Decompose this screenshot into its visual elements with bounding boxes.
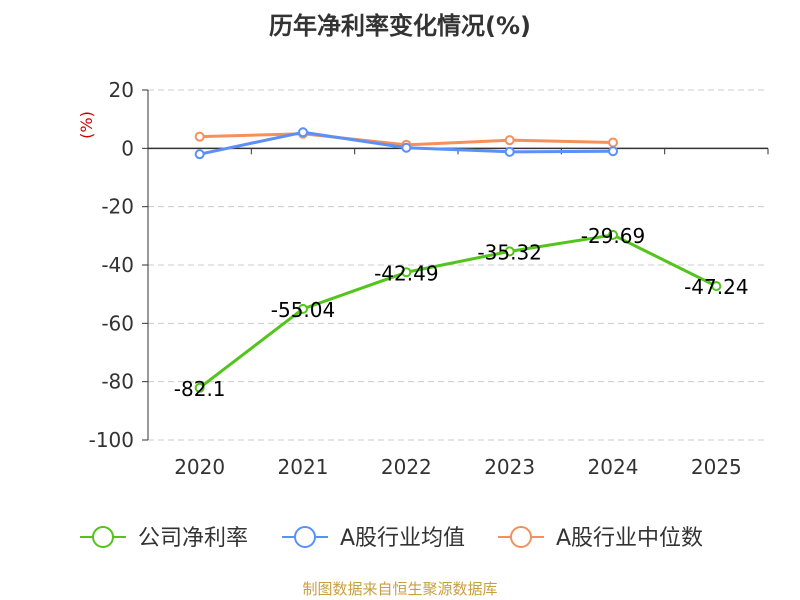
x-tick-label: 2023 [484,455,535,479]
data-label: -47.24 [684,275,748,299]
data-labels: -82.1 -55.04 -42.49 -35.32 -29.69 -47.24 [174,224,749,401]
data-label: -35.32 [477,240,541,264]
data-point [194,131,205,142]
data-point [401,267,412,278]
data-point [608,137,618,148]
data-point [401,142,412,153]
data-point [194,382,205,393]
data-label: -82.1 [174,377,226,401]
data-point [298,127,308,138]
chart-title: 历年净利率变化情况(%) [269,12,531,40]
series-line [198,233,717,389]
x-tick-label: 2025 [691,455,742,479]
data-label: -42.49 [374,261,438,285]
data-point [504,135,515,146]
x-tick-label: 2024 [588,455,639,479]
data-point [608,229,618,240]
data-point [194,149,205,160]
y-tick-label: 20 [109,78,134,102]
y-tick-label: 0 [121,136,134,160]
legend-marker [510,526,532,548]
legend-marker [92,526,114,548]
data-point [504,246,515,257]
data-point [608,146,618,157]
data-label: -29.69 [581,224,645,248]
data-point [711,281,722,292]
y-tick-label: -80 [101,370,134,394]
data-point [298,303,308,314]
x-tick-label: 2021 [278,455,329,479]
legend-marker [294,526,316,548]
legend-label: 公司净利率 [138,526,248,551]
axes: 20 0 -20 -40 -60 -80 -100 2020 2021 2022 2023 2024 2… [77,78,769,479]
source-note: 制图数据来自恒生聚源数据库 [302,580,498,598]
series-lines [194,127,722,393]
data-point [504,146,515,157]
y-tick-label: -60 [101,311,134,335]
y-unit-label: (%) [77,111,96,139]
y-tick-label: -40 [101,253,134,277]
y-tick-label: -100 [89,428,134,452]
legend: 公司净利率 A股行业均值 A股行业中位数 [80,526,703,551]
y-tick-label: -20 [101,195,134,219]
legend-label: A股行业均值 [340,526,465,551]
grid-lines [148,89,768,441]
x-tick-label: 2020 [174,455,225,479]
data-label: -55.04 [271,298,335,322]
legend-label: A股行业中位数 [556,526,703,551]
x-tick-label: 2022 [381,455,432,479]
